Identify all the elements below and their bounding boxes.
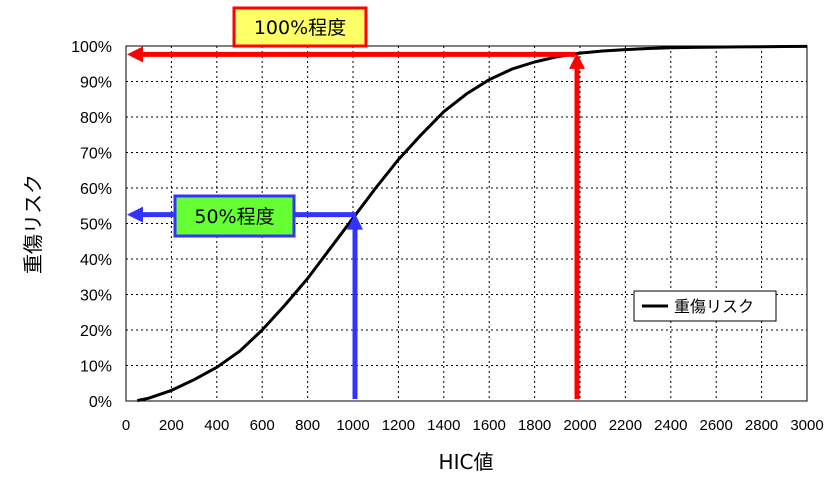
x-tick-label: 600 [250, 417, 275, 434]
x-tick-labels: 0 200 400 600 800 1000 1200 1400 1600 1800 2000 220… [122, 417, 824, 434]
x-tick-label: 1600 [473, 417, 506, 434]
x-tick-label: 1400 [427, 417, 460, 434]
x-tick-label: 2200 [609, 417, 642, 434]
x-tick-label: 1000 [336, 417, 369, 434]
series-layer [136, 44, 808, 403]
y-tick-labels: 0% 10% 20% 30% 40% 50% 60% 70% 80% 90% 100% [71, 39, 112, 411]
x-tick-label: 2000 [563, 417, 596, 434]
x-tick-label: 2600 [700, 417, 733, 434]
x-tick-label: 0 [122, 417, 130, 434]
x-tick-label: 400 [204, 417, 229, 434]
y-tick-label: 60% [80, 181, 112, 198]
y-tick-label: 70% [80, 146, 112, 163]
callout-100pct-label: 100%程度 [254, 17, 346, 39]
series-line [136, 44, 808, 403]
y-tick-label: 90% [80, 75, 112, 92]
arrow-horizontal-head [127, 46, 143, 63]
arrow-vertical-head [347, 213, 363, 230]
legend: 重傷リスク [633, 290, 777, 322]
x-tick-label: 2800 [745, 417, 778, 434]
y-tick-label: 100% [71, 39, 112, 56]
y-tick-label: 20% [80, 323, 112, 340]
y-tick-label: 30% [80, 288, 112, 305]
grid [126, 46, 807, 401]
arrow-vertical-head [569, 52, 585, 69]
arrow-horizontal-head [127, 206, 143, 223]
y-tick-label: 50% [80, 217, 112, 234]
x-tick-label: 2400 [654, 417, 687, 434]
legend-label: 重傷リスク [674, 297, 754, 316]
y-tick-label: 0% [89, 394, 112, 411]
x-tick-label: 1200 [382, 417, 415, 434]
y-axis-title: 重傷リスク [21, 174, 45, 274]
y-tick-label: 40% [80, 252, 112, 269]
y-tick-label: 10% [80, 359, 112, 376]
callout-50pct-label: 50%程度 [194, 206, 274, 228]
x-axis-title: HIC値 [439, 450, 494, 474]
x-tick-label: 3000 [790, 417, 823, 434]
callout-50pct-box [173, 194, 296, 238]
y-tick-label: 80% [80, 110, 112, 127]
x-tick-label: 200 [159, 417, 184, 434]
callout-100pct-box [232, 6, 368, 48]
annotations-layer: 50%程度 100%程度 [127, 6, 585, 399]
x-tick-label: 800 [295, 417, 320, 434]
x-tick-label: 1800 [518, 417, 551, 434]
